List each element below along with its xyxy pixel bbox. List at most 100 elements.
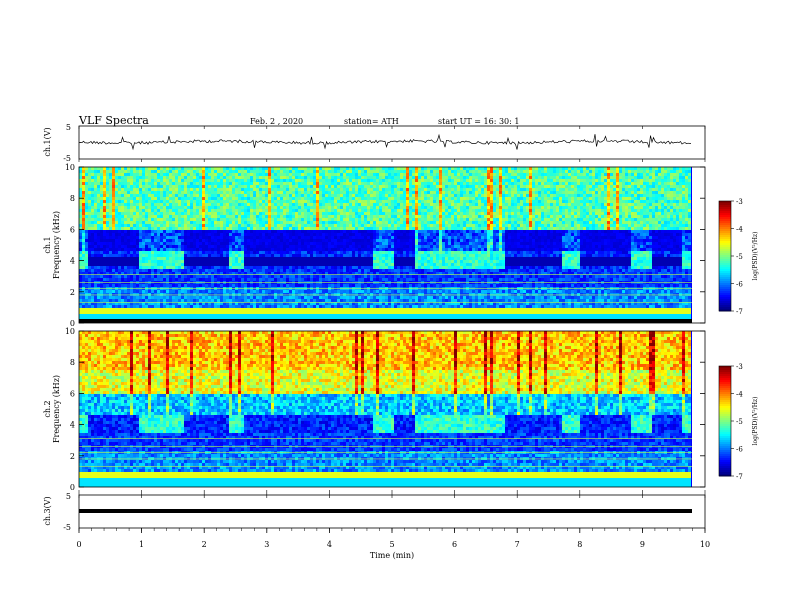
spectrogram-cell [271,197,274,200]
spectrogram-cell [145,230,148,233]
spectrogram-cell [316,311,319,314]
spectrogram-cell [118,299,121,302]
spectrogram-cell [346,188,349,191]
spectrogram-cell [91,314,94,317]
spectrogram-cell [136,179,139,182]
ch1-spectrogram [79,167,692,323]
spectrogram-cell [124,242,127,245]
spectrogram-cell [166,173,169,176]
spectrogram-cell [115,284,118,287]
spectrogram-cell [109,248,112,251]
spectrogram-cell [109,185,112,188]
spectrogram-cell [295,260,298,263]
spectrogram-cell [172,311,175,314]
spectrogram-cell [340,170,343,173]
spectrogram-cell [121,266,124,269]
spectrogram-cell [313,209,316,212]
spectrogram-cell [175,173,178,176]
spectrogram-cell [337,251,340,254]
spectrogram-cell [160,275,163,278]
spectrogram-cell [118,227,121,230]
spectrogram-cell [268,278,271,281]
spectrogram-cell [127,176,130,179]
spectrogram-cell [172,245,175,248]
spectrogram-cell [355,296,358,299]
spectrogram-cell [244,299,247,302]
spectrogram-cell [178,200,181,203]
spectrogram-cell [160,167,163,170]
spectrogram-cell [265,248,268,251]
spectrogram-cell [157,176,160,179]
spectrogram-cell [79,185,82,188]
spectrogram-cell [358,254,361,257]
spectrogram-cell [292,176,295,179]
spectrogram-cell [322,209,325,212]
spectrogram-cell [106,311,109,314]
spectrogram-cell [319,200,322,203]
spectrogram-cell [280,191,283,194]
spectrogram-cell [343,305,346,308]
spectrogram-cell [190,263,193,266]
spectrogram-cell [190,257,193,260]
spectrogram-cell [232,242,235,245]
spectrogram-cell [148,176,151,179]
spectrogram-cell [166,239,169,242]
spectrogram-cell [97,284,100,287]
spectrogram-cell [100,218,103,221]
spectrogram-cell [175,179,178,182]
spectrogram-cell [244,272,247,275]
spectrogram-cell [247,233,250,236]
spectrogram-cell [169,191,172,194]
spectrogram-cell [283,260,286,263]
spectrogram-cell [214,254,217,257]
spectrogram-cell [172,305,175,308]
spectrogram-cell [280,215,283,218]
spectrogram-cell [223,170,226,173]
spectrogram-cell [211,227,214,230]
spectrogram-cell [118,212,121,215]
spectrogram-cell [361,191,364,194]
spectrogram-cell [169,278,172,281]
spectrogram-cell [301,254,304,257]
spectrogram-cell [184,197,187,200]
spectrogram-cell [130,221,133,224]
spectrogram-cell [322,248,325,251]
spectrogram-cell [169,227,172,230]
spectrogram-cell [343,311,346,314]
spectrogram-cell [301,230,304,233]
spectrogram-cell [232,317,235,320]
spectrogram-cell [139,260,142,263]
spectrogram-cell [313,275,316,278]
spectrogram-cell [277,311,280,314]
spectrogram-cell [301,209,304,212]
spectrogram-cell [199,305,202,308]
spectrogram-cell [220,263,223,266]
spectrogram-cell [286,233,289,236]
spectrogram-cell [277,308,280,311]
spectrogram-cell [220,170,223,173]
spectrogram-cell [241,248,244,251]
spectrogram-cell [115,194,118,197]
spectrogram-cell [235,299,238,302]
spectrogram-cell [364,227,367,230]
spectrogram-cell [316,296,319,299]
spectrogram-cell [166,269,169,272]
spectrogram-cell [133,272,136,275]
spectrogram-cell [307,275,310,278]
spectrogram-cell [346,269,349,272]
spectrogram-cell [166,170,169,173]
spectrogram-cell [250,182,253,185]
spectrogram-cell [196,251,199,254]
spectrogram-cell [169,266,172,269]
spectrogram-cell [274,257,277,260]
spectrogram-cell [151,191,154,194]
spectrogram-cell [241,185,244,188]
spectrogram-cell [307,179,310,182]
spectrogram-cell [103,275,106,278]
spectrogram-cell [154,305,157,308]
spectrogram-cell [226,233,229,236]
spectrogram-cell [91,317,94,320]
spectrogram-cell [148,275,151,278]
spectrogram-cell [172,206,175,209]
spectrogram-cell [196,209,199,212]
